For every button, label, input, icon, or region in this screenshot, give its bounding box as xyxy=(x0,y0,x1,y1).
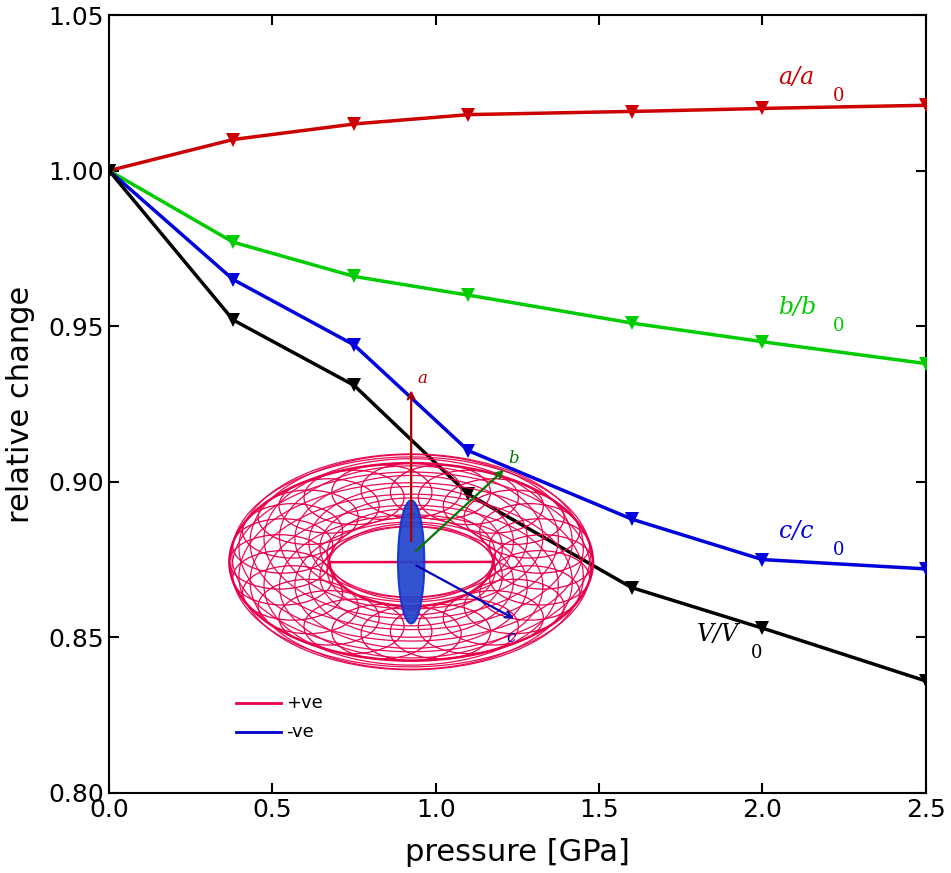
Text: 0: 0 xyxy=(751,644,763,662)
X-axis label: pressure [GPa]: pressure [GPa] xyxy=(405,838,630,868)
Text: c/c: c/c xyxy=(779,520,813,543)
Text: 0: 0 xyxy=(832,541,844,560)
Text: a/a: a/a xyxy=(779,65,815,89)
Text: 0: 0 xyxy=(832,87,844,105)
Text: b/b: b/b xyxy=(779,296,817,319)
Text: 0: 0 xyxy=(832,317,844,335)
Text: V/V: V/V xyxy=(697,622,739,646)
Y-axis label: relative change: relative change xyxy=(6,285,34,523)
Text: -ve: -ve xyxy=(286,723,314,741)
Text: +ve: +ve xyxy=(286,694,323,712)
